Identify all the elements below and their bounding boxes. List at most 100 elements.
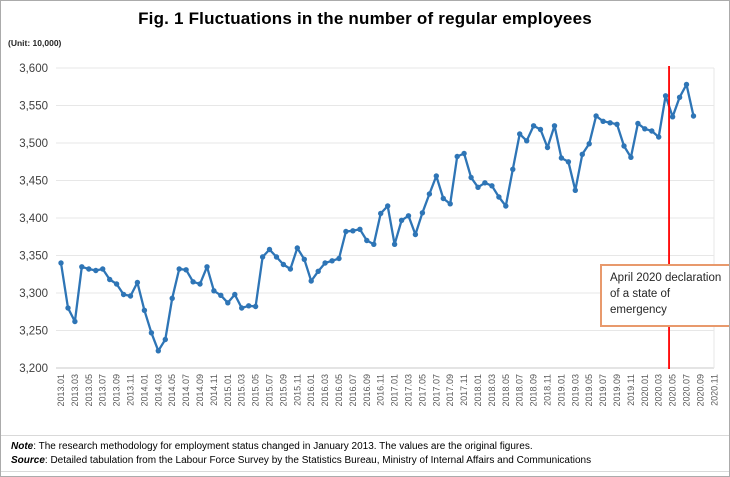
data-point xyxy=(301,256,307,262)
data-point xyxy=(169,295,175,301)
data-point xyxy=(211,288,217,294)
data-point xyxy=(468,174,474,181)
svg-text:2016.11: 2016.11 xyxy=(376,374,386,406)
data-point xyxy=(100,266,106,272)
svg-text:2013.07: 2013.07 xyxy=(98,374,108,407)
svg-text:3,450: 3,450 xyxy=(19,176,48,188)
svg-text:2015.09: 2015.09 xyxy=(278,374,288,407)
svg-text:2013.09: 2013.09 xyxy=(112,374,122,407)
svg-text:2020.05: 2020.05 xyxy=(668,374,678,407)
data-point xyxy=(141,307,148,313)
svg-text:2014.09: 2014.09 xyxy=(195,374,205,407)
data-point xyxy=(287,266,294,272)
svg-text:2016.05: 2016.05 xyxy=(334,374,344,407)
svg-text:2015.05: 2015.05 xyxy=(251,374,261,407)
unit-label: (Unit: 10,000) xyxy=(8,38,62,48)
svg-text:2015.11: 2015.11 xyxy=(292,374,302,406)
event-annotation: April 2020 declaration of a state of eme… xyxy=(600,264,729,327)
svg-text:2019.07: 2019.07 xyxy=(598,374,608,407)
data-point xyxy=(572,187,578,193)
data-point xyxy=(259,254,266,260)
data-point xyxy=(329,258,335,264)
data-point xyxy=(315,268,321,274)
data-point xyxy=(510,166,516,172)
svg-text:2014.03: 2014.03 xyxy=(153,374,163,407)
note-text: : The research methodology for employmen… xyxy=(33,441,533,452)
data-point xyxy=(204,264,210,270)
data-point xyxy=(343,228,349,235)
svg-text:2018.07: 2018.07 xyxy=(515,374,525,407)
svg-text:2017.07: 2017.07 xyxy=(431,374,441,407)
data-point xyxy=(635,120,641,127)
data-point xyxy=(378,210,384,217)
svg-text:3,200: 3,200 xyxy=(19,363,48,375)
svg-text:2013.05: 2013.05 xyxy=(84,374,94,407)
svg-text:2014.07: 2014.07 xyxy=(181,374,191,407)
svg-text:2015.03: 2015.03 xyxy=(237,374,247,407)
data-point xyxy=(621,143,627,149)
svg-text:2017.01: 2017.01 xyxy=(390,374,400,407)
data-point xyxy=(649,128,655,134)
svg-text:2015.01: 2015.01 xyxy=(223,374,233,407)
data-point xyxy=(357,226,363,232)
svg-text:2018.09: 2018.09 xyxy=(529,374,539,407)
svg-text:2016.01: 2016.01 xyxy=(306,374,316,407)
svg-text:2013.11: 2013.11 xyxy=(126,374,136,406)
data-point xyxy=(336,255,342,262)
svg-text:2019.09: 2019.09 xyxy=(612,374,622,407)
svg-text:2013.03: 2013.03 xyxy=(70,374,80,407)
data-point xyxy=(127,293,134,299)
data-point xyxy=(218,292,224,298)
data-point xyxy=(246,303,252,309)
data-point xyxy=(517,131,523,137)
data-point xyxy=(252,303,259,310)
svg-text:2020.11: 2020.11 xyxy=(709,374,719,406)
data-point xyxy=(308,278,314,284)
svg-text:2018.11: 2018.11 xyxy=(543,374,553,406)
data-point xyxy=(676,94,683,101)
data-point xyxy=(440,195,446,202)
data-point xyxy=(162,336,168,343)
svg-text:3,400: 3,400 xyxy=(19,213,48,225)
svg-text:2019.05: 2019.05 xyxy=(584,374,594,407)
svg-text:2017.11: 2017.11 xyxy=(459,374,469,406)
y-axis-labels: 3,600 3,550 3,500 3,450 3,400 3,350 3,300 3,250… xyxy=(19,63,48,375)
data-point xyxy=(225,300,231,306)
data-point xyxy=(669,114,676,120)
data-point xyxy=(614,121,620,128)
data-point xyxy=(113,281,120,287)
data-point xyxy=(322,260,328,266)
data-point xyxy=(565,159,572,165)
data-point xyxy=(530,123,537,129)
x-axis-labels: 2013.01 2013.03 2013.05 2013.07 2013.09 2013.… xyxy=(56,374,719,407)
svg-text:2016.09: 2016.09 xyxy=(362,374,372,407)
data-point xyxy=(454,153,460,160)
svg-text:2015.07: 2015.07 xyxy=(265,374,275,407)
data-point xyxy=(662,93,669,99)
data-point xyxy=(586,141,592,147)
data-point xyxy=(134,279,141,286)
data-point xyxy=(79,264,85,270)
note-label: Note xyxy=(11,441,34,452)
svg-text:2019.11: 2019.11 xyxy=(626,374,636,406)
data-point xyxy=(176,266,182,272)
svg-text:2014.05: 2014.05 xyxy=(167,374,177,407)
data-point xyxy=(93,267,99,274)
footnotes: Note: The research methodology for emplo… xyxy=(1,435,729,472)
data-point xyxy=(65,305,71,311)
data-point xyxy=(72,318,78,325)
svg-text:2017.09: 2017.09 xyxy=(445,374,455,407)
series-markers xyxy=(58,81,697,354)
data-point xyxy=(628,154,634,160)
data-point xyxy=(107,276,113,283)
data-point xyxy=(391,241,398,247)
data-point xyxy=(405,213,412,219)
svg-text:2016.07: 2016.07 xyxy=(348,374,358,407)
svg-text:2018.05: 2018.05 xyxy=(501,374,511,407)
employees-line-chart: 3,600 3,550 3,500 3,450 3,400 3,350 3,300 3,250… xyxy=(19,63,719,407)
data-point xyxy=(461,150,467,157)
data-point xyxy=(266,246,273,253)
data-point xyxy=(280,261,287,268)
y-gridlines xyxy=(56,67,715,369)
data-point xyxy=(350,228,356,234)
